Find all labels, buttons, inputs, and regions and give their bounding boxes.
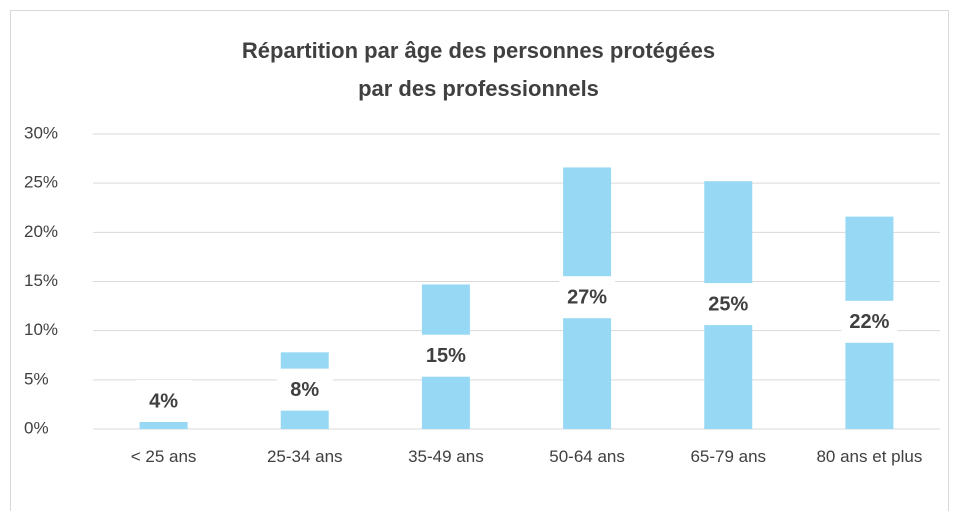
data-label: 8%: [290, 379, 319, 401]
y-tick-label: 0%: [24, 418, 49, 437]
data-label-bg: [841, 300, 898, 343]
y-tick-label: 15%: [24, 271, 58, 290]
y-tick-label: 5%: [24, 369, 49, 388]
x-tick-label: 80 ans et plus: [816, 447, 923, 466]
data-label: 4%: [149, 390, 178, 412]
data-label: 25%: [708, 293, 748, 315]
chart-title: Répartition par âge des personnes protég…: [241, 38, 716, 101]
y-tick-label: 25%: [24, 173, 58, 192]
x-tick-label: < 25 ans: [130, 447, 197, 466]
data-label-bg: [417, 334, 474, 377]
data-label-bg: [559, 276, 616, 319]
y-tick-label: 30%: [24, 123, 58, 142]
x-tick-label: 65-79 ans: [690, 447, 767, 466]
data-label-bg: [276, 368, 333, 411]
data-label: 22%: [849, 311, 889, 333]
y-tick-label: 20%: [24, 222, 58, 241]
data-label: 27%: [567, 286, 607, 308]
y-tick-label: 10%: [24, 320, 58, 339]
data-label-bg: [700, 283, 757, 326]
chart-frame: [10, 10, 949, 511]
data-label-bg: [135, 380, 192, 422]
x-tick-label: 50-64 ans: [549, 447, 625, 466]
x-tick-label: 25-34 ans: [266, 447, 343, 466]
x-tick-label: 35-49 ans: [408, 447, 484, 466]
data-label: 15%: [426, 345, 466, 367]
